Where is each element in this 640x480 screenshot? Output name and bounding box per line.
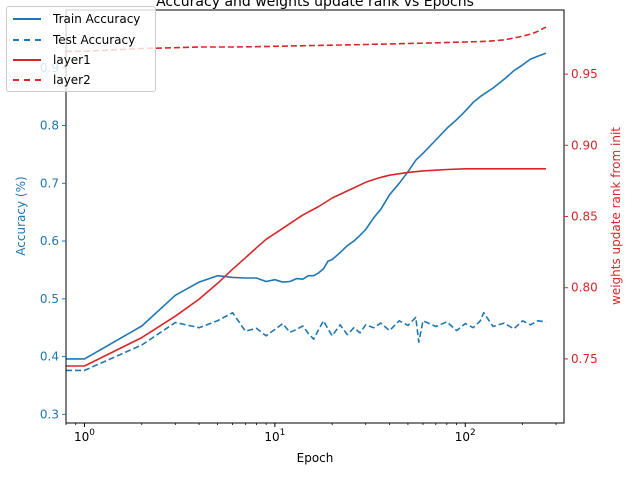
right-y-axis-label: weights update rank from init [609,127,623,305]
left-y-tick-label: 0.6 [40,234,59,248]
series-line-layer1 [66,168,546,367]
left-y-tick-label: 0.4 [40,350,59,364]
legend-label-test-accuracy: Test Accuracy [53,33,136,47]
right-y-tick-label: 0.90 [571,138,598,152]
right-y-tick-label: 0.80 [571,281,598,295]
chart-title: Accuracy and weights update rank vs Epoc… [156,0,474,10]
series-line-train-accuracy [66,52,547,360]
right-y-tick-label: 0.85 [571,210,598,224]
legend-swatch-train-accuracy [13,18,41,20]
x-tick-label: 100 [74,428,95,444]
series-line-test-accuracy [66,311,547,372]
legend-item-test-accuracy: Test Accuracy [13,30,153,50]
legend-swatch-layer2 [13,79,41,81]
x-axis-label: Epoch [297,451,334,465]
legend-swatch-layer1 [13,59,41,61]
x-tick-label: 101 [264,428,285,444]
legend-swatch-test-accuracy [13,39,41,41]
series-line-layer2 [66,26,547,53]
plot-lines [66,26,547,372]
left-y-tick-label: 0.5 [40,292,59,306]
legend-item-layer2: layer2 [13,70,153,90]
legend: Train Accuracy Test Accuracy layer1 laye… [6,6,156,92]
left-y-tick-label: 0.8 [40,119,59,133]
x-tick-label: 102 [455,428,476,444]
legend-item-train-accuracy: Train Accuracy [13,9,153,29]
legend-label-train-accuracy: Train Accuracy [53,12,141,26]
legend-label-layer1: layer1 [53,53,91,67]
legend-item-layer1: layer1 [13,50,153,70]
right-y-tick-label: 0.95 [571,67,598,81]
legend-label-layer2: layer2 [53,73,91,87]
axes: 1001011020.30.40.50.60.70.80.90.750.800.… [40,61,598,444]
right-y-tick-label: 0.75 [571,352,598,366]
left-y-tick-label: 0.7 [40,176,59,190]
left-y-axis-label: Accuracy (%) [14,176,28,255]
left-y-tick-label: 0.3 [40,407,59,421]
